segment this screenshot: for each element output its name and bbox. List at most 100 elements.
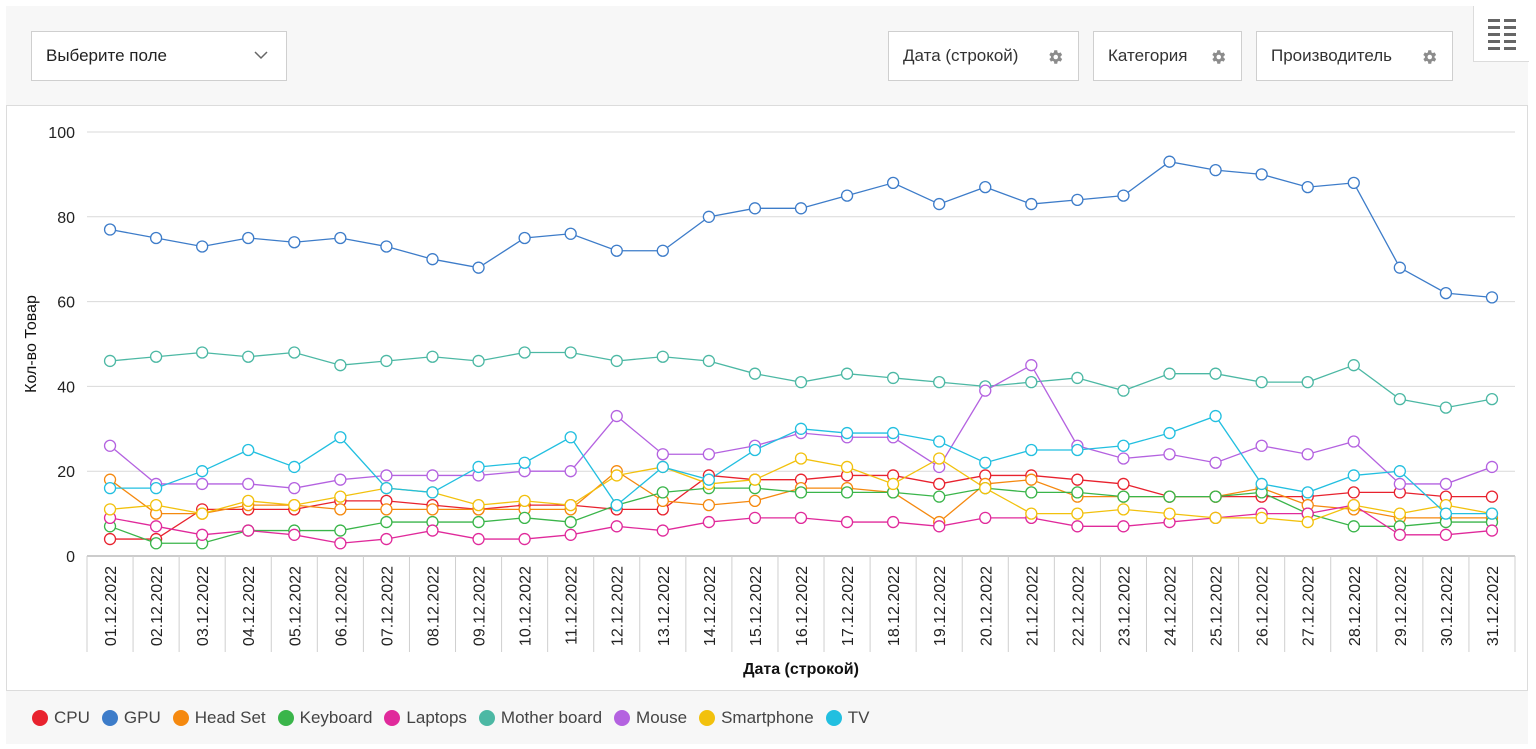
- legend-item-smartphone[interactable]: Smartphone: [699, 708, 814, 728]
- data-point-tv: [1301, 486, 1314, 499]
- x-tick-label: 02.12.2022: [149, 566, 166, 646]
- data-point-gpu: [840, 189, 854, 202]
- data-point-mouse: [1485, 460, 1499, 474]
- legend-label: Keyboard: [299, 707, 373, 727]
- data-point-tv: [149, 482, 163, 495]
- legend-swatch: [478, 709, 495, 726]
- data-point-head-set: [748, 494, 762, 508]
- data-point-gpu: [242, 231, 255, 245]
- data-point-mother-board: [702, 354, 716, 368]
- data-point-keyboard: [1163, 490, 1176, 503]
- data-point-gpu: [1025, 197, 1038, 211]
- pill-manufacturer[interactable]: Производитель: [1256, 31, 1453, 81]
- data-point-mother-board: [1439, 401, 1453, 414]
- data-point-laptops: [242, 524, 255, 537]
- data-point-laptops: [979, 511, 992, 524]
- pill-manufacturer-label: Производитель: [1271, 46, 1393, 65]
- data-point-keyboard: [380, 515, 393, 529]
- data-point-mother-board: [334, 359, 347, 372]
- legend-swatch: [101, 709, 118, 726]
- data-point-laptops: [196, 528, 209, 541]
- x-tick-label: 31.12.2022: [1485, 566, 1502, 646]
- data-point-mouse: [656, 448, 669, 461]
- data-point-smartphone: [242, 494, 255, 508]
- legend-swatch: [825, 709, 842, 726]
- data-point-gpu: [979, 180, 992, 194]
- legend-item-keyboard[interactable]: Keyboard: [277, 707, 373, 728]
- data-point-head-set: [380, 503, 393, 516]
- data-point-tv: [1209, 409, 1222, 423]
- gear-icon[interactable]: [1209, 48, 1227, 66]
- data-point-keyboard: [564, 515, 577, 529]
- data-point-head-set: [426, 503, 439, 516]
- data-point-tv: [1393, 465, 1406, 478]
- data-point-gpu: [1485, 291, 1499, 304]
- data-point-gpu: [1071, 193, 1084, 206]
- data-point-laptops: [518, 532, 531, 546]
- data-point-tv: [196, 465, 209, 478]
- legend-item-cpu[interactable]: CPU: [32, 708, 90, 728]
- data-point-gpu: [1209, 164, 1222, 177]
- legend-item-gpu[interactable]: GPU: [101, 708, 161, 728]
- data-point-mother-board: [1301, 376, 1314, 389]
- field-select[interactable]: Выберите поле: [31, 31, 287, 81]
- data-point-mother-board: [1393, 392, 1406, 406]
- data-point-keyboard: [149, 537, 163, 550]
- data-point-gpu: [702, 210, 716, 223]
- data-point-mouse: [242, 477, 255, 491]
- data-point-smartphone: [979, 482, 992, 495]
- data-point-mouse: [1301, 448, 1314, 461]
- data-point-laptops: [610, 520, 623, 533]
- data-point-mouse: [1255, 439, 1268, 452]
- data-point-smartphone: [1209, 511, 1222, 524]
- data-point-smartphone: [1347, 498, 1360, 512]
- legend-item-tv[interactable]: TV: [825, 708, 869, 728]
- legend-item-laptops[interactable]: Laptops: [384, 708, 467, 728]
- data-point-smartphone: [1071, 507, 1084, 520]
- data-point-laptops: [656, 524, 669, 537]
- y-tick-label: 60: [57, 295, 75, 312]
- legend-item-mother-board[interactable]: Mother board: [478, 707, 603, 728]
- data-point-head-set: [334, 503, 347, 516]
- data-point-mother-board: [288, 346, 301, 359]
- data-point-laptops: [1485, 524, 1499, 537]
- pill-date[interactable]: Дата (строкой): [888, 31, 1079, 81]
- legend-label: Laptops: [406, 707, 467, 727]
- gear-icon[interactable]: [1046, 48, 1064, 66]
- data-point-tv: [702, 473, 716, 486]
- data-point-smartphone: [886, 477, 900, 491]
- table-menu-button[interactable]: [1473, 6, 1529, 62]
- data-point-laptops: [702, 515, 716, 529]
- x-axis-title: Дата (строкой): [743, 661, 859, 678]
- data-point-tv: [1025, 443, 1038, 457]
- data-point-tv: [610, 498, 623, 512]
- data-point-gpu: [196, 240, 209, 253]
- gear-icon[interactable]: [1420, 48, 1438, 66]
- chart-legend: CPU GPU Head Set Keyboard Laptops Mother boar…: [6, 690, 1528, 744]
- data-point-mother-board: [933, 376, 946, 389]
- legend-item-mouse[interactable]: Mouse: [614, 708, 687, 728]
- data-point-mother-board: [518, 346, 531, 359]
- data-point-gpu: [748, 202, 762, 215]
- data-point-tv: [794, 422, 808, 435]
- legend-label: Mouse: [636, 707, 688, 727]
- legend-label: Mother board: [500, 707, 603, 727]
- data-point-laptops: [288, 528, 301, 541]
- data-point-laptops: [1117, 520, 1130, 533]
- data-point-gpu: [103, 223, 117, 236]
- y-tick-label: 100: [48, 125, 75, 142]
- data-point-laptops: [886, 515, 900, 529]
- pill-category[interactable]: Категория: [1093, 31, 1242, 81]
- data-point-tv: [472, 460, 485, 474]
- chevron-down-icon: [254, 51, 268, 60]
- table-menu-icon: [1488, 19, 1516, 50]
- data-point-smartphone: [288, 498, 301, 512]
- legend-swatch: [699, 709, 716, 726]
- data-point-mother-board: [656, 350, 669, 363]
- legend-item-head-set[interactable]: Head Set: [172, 708, 266, 728]
- x-tick-label: 01.12.2022: [103, 566, 120, 646]
- data-point-cpu: [103, 532, 117, 546]
- data-point-laptops: [1439, 528, 1453, 541]
- data-point-laptops: [1071, 520, 1084, 533]
- data-point-keyboard: [1209, 490, 1222, 503]
